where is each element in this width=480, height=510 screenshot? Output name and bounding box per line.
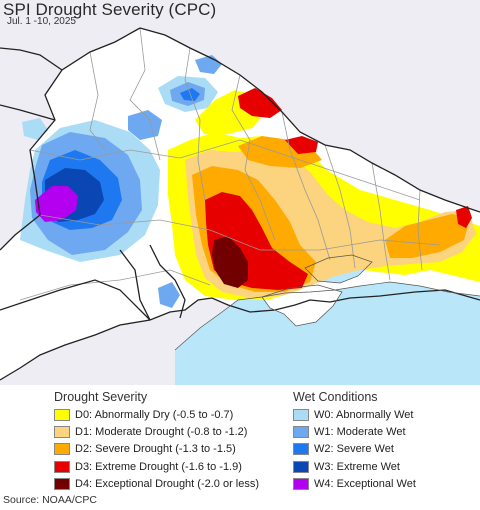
legend-item-d1: D1: Moderate Drought (-0.8 to -1.2) (54, 423, 284, 440)
legend-label-w1: W1: Moderate Wet (314, 426, 406, 439)
legend-item-w1: W1: Moderate Wet (293, 423, 473, 440)
legend-swatch-w1 (293, 426, 309, 439)
drought-area-d3-east (456, 206, 472, 228)
legend-label-w4: W4: Exceptional Wet (314, 478, 416, 491)
map-date-range: Jul. 1 -10, 2025 (7, 16, 76, 27)
legend-item-d3: D3: Extreme Drought (-1.6 to -1.9) (54, 458, 284, 475)
legend-label-d1: D1: Moderate Drought (-0.8 to -1.2) (75, 426, 248, 439)
legend-label-d3: D3: Extreme Drought (-1.6 to -1.9) (75, 460, 242, 473)
drought-legend-heading: Drought Severity (54, 390, 148, 404)
wet-area-north-w2 (180, 88, 200, 101)
wet-area-sw-w1 (158, 282, 180, 308)
legend-label-d4: D4: Exceptional Drought (-2.0 or less) (75, 478, 260, 491)
wet-area-nw-w0 (22, 118, 48, 140)
legend-item-d2: D2: Severe Drought (-1.3 to -1.5) (54, 441, 284, 458)
drought-map (0, 0, 480, 385)
legend-swatch-w2 (293, 443, 309, 456)
legend-label-d2: D2: Severe Drought (-1.3 to -1.5) (75, 443, 236, 456)
legend-item-d0: D0: Abnormally Dry (-0.5 to -0.7) (54, 406, 284, 423)
legend-label-w2: W2: Severe Wet (314, 443, 394, 456)
drought-area-d3-ne (285, 136, 318, 154)
legend-swatch-d2 (54, 443, 70, 456)
legend-item-w4: W4: Exceptional Wet (293, 476, 473, 493)
wet-legend: Wet Conditions W0: Abnormally Wet W1: Mo… (293, 389, 473, 493)
map-title: SPI Drought Severity (CPC) (3, 0, 217, 19)
legend-item-w2: W2: Severe Wet (293, 441, 473, 458)
legend-swatch-d0 (54, 408, 70, 421)
legend-item-d4: D4: Exceptional Drought (-2.0 or less) (54, 476, 284, 493)
wet-legend-heading: Wet Conditions (293, 390, 378, 404)
coastlines (174, 254, 480, 351)
legend-swatch-d3 (54, 460, 70, 473)
legend-label-d0: D0: Abnormally Dry (-0.5 to -0.7) (75, 408, 234, 421)
legend-item-w0: W0: Abnormally Wet (293, 406, 473, 423)
legend-swatch-w0 (293, 408, 309, 421)
legend-swatch-w4 (293, 478, 309, 491)
wet-anomalies (20, 55, 222, 308)
legend-label-w3: W3: Extreme Wet (314, 460, 400, 473)
legend-label-w0: W0: Abnormally Wet (314, 408, 414, 421)
legend-item-w3: W3: Extreme Wet (293, 458, 473, 475)
country-borders (0, 27, 480, 381)
drought-legend: Drought Severity D0: Abnormally Dry (-0.… (54, 389, 284, 493)
drought-area-d2-east (385, 214, 470, 258)
legend-swatch-d1 (54, 426, 70, 439)
legend-swatch-w3 (293, 460, 309, 473)
drought-area-d3-north (238, 88, 282, 118)
wet-area-w4 (35, 186, 78, 222)
drought-area-d4 (212, 236, 248, 288)
source-credit: Source: NOAA/CPC (3, 494, 97, 506)
drought-anomalies (168, 88, 480, 300)
admin-boundaries (19, 27, 441, 301)
legend-swatch-d4 (54, 478, 70, 491)
black-sea (175, 282, 480, 385)
